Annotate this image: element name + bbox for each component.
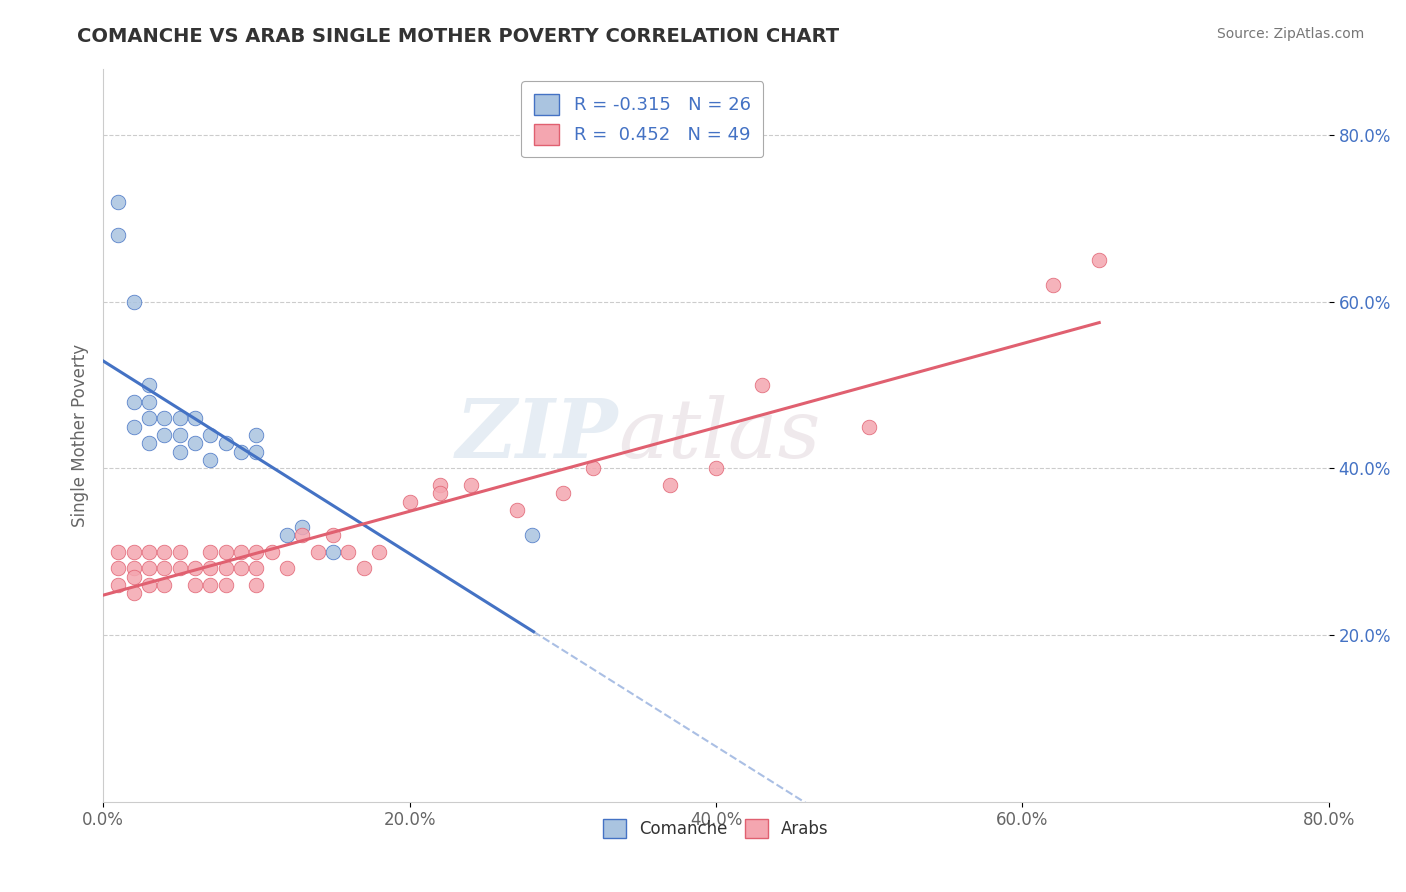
Point: [1042, 278, 1064, 293]
Point: [551, 486, 574, 500]
Point: [122, 394, 145, 409]
Point: [169, 444, 191, 458]
Point: [138, 578, 160, 592]
Point: [138, 378, 160, 392]
Point: [245, 578, 267, 592]
Point: [107, 544, 129, 558]
Point: [260, 544, 283, 558]
Point: [184, 436, 207, 450]
Point: [307, 544, 329, 558]
Point: [200, 578, 222, 592]
Point: [153, 544, 176, 558]
Text: COMANCHE VS ARAB SINGLE MOTHER POVERTY CORRELATION CHART: COMANCHE VS ARAB SINGLE MOTHER POVERTY C…: [77, 27, 839, 45]
Point: [322, 528, 344, 542]
Point: [322, 544, 344, 558]
Point: [184, 578, 207, 592]
Point: [107, 561, 129, 575]
Point: [291, 528, 314, 542]
Point: [138, 394, 160, 409]
Point: [367, 544, 389, 558]
Point: [398, 494, 420, 508]
Point: [107, 194, 129, 209]
Point: [245, 428, 267, 442]
Text: ZIP: ZIP: [456, 395, 617, 475]
Point: [122, 419, 145, 434]
Point: [245, 544, 267, 558]
Point: [429, 486, 451, 500]
Point: [138, 411, 160, 425]
Point: [107, 578, 129, 592]
Point: [169, 411, 191, 425]
Point: [169, 544, 191, 558]
Point: [291, 519, 314, 533]
Point: [1088, 253, 1111, 268]
Point: [704, 461, 727, 475]
Point: [200, 561, 222, 575]
Point: [229, 544, 252, 558]
Point: [122, 294, 145, 309]
Point: [582, 461, 605, 475]
Legend: Comanche, Arabs: Comanche, Arabs: [596, 812, 835, 845]
Point: [245, 561, 267, 575]
Point: [122, 561, 145, 575]
Text: Source: ZipAtlas.com: Source: ZipAtlas.com: [1216, 27, 1364, 41]
Point: [107, 228, 129, 243]
Y-axis label: Single Mother Poverty: Single Mother Poverty: [72, 343, 89, 526]
Point: [276, 528, 298, 542]
Point: [138, 544, 160, 558]
Text: atlas: atlas: [617, 395, 820, 475]
Point: [153, 578, 176, 592]
Point: [245, 444, 267, 458]
Point: [200, 428, 222, 442]
Point: [215, 578, 238, 592]
Point: [215, 436, 238, 450]
Point: [169, 428, 191, 442]
Point: [215, 544, 238, 558]
Point: [215, 561, 238, 575]
Point: [169, 561, 191, 575]
Point: [858, 419, 880, 434]
Point: [276, 561, 298, 575]
Point: [751, 378, 773, 392]
Point: [229, 444, 252, 458]
Point: [153, 561, 176, 575]
Point: [200, 544, 222, 558]
Point: [353, 561, 375, 575]
Point: [520, 528, 543, 542]
Point: [229, 561, 252, 575]
Point: [200, 453, 222, 467]
Point: [460, 478, 482, 492]
Point: [138, 436, 160, 450]
Point: [153, 428, 176, 442]
Point: [122, 569, 145, 583]
Point: [153, 411, 176, 425]
Point: [184, 411, 207, 425]
Point: [659, 478, 682, 492]
Point: [184, 561, 207, 575]
Point: [337, 544, 360, 558]
Point: [138, 561, 160, 575]
Point: [122, 544, 145, 558]
Point: [506, 503, 529, 517]
Point: [122, 586, 145, 600]
Point: [429, 478, 451, 492]
